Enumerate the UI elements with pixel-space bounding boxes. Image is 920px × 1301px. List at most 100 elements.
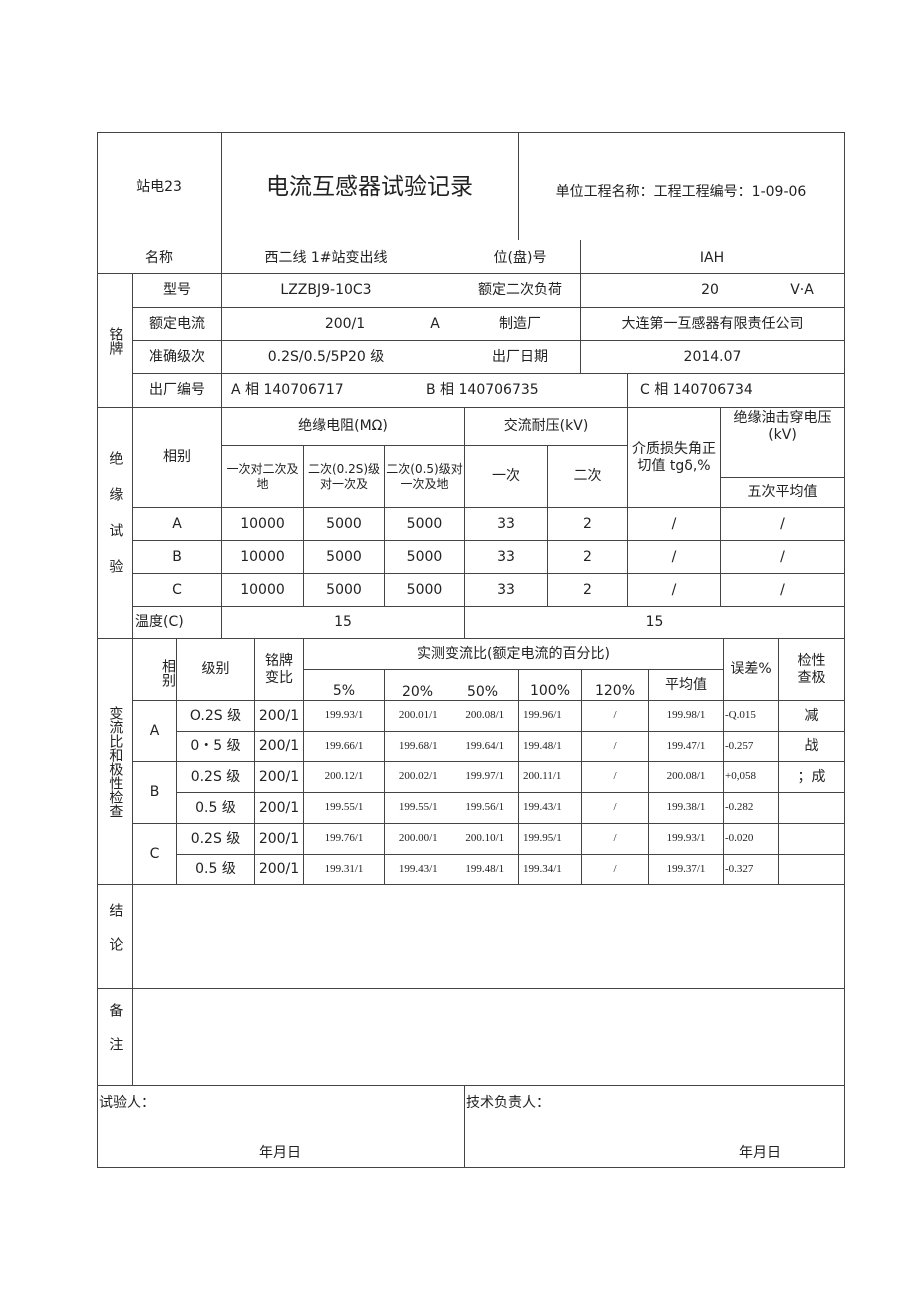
ratio-section-label: 变流比和极性检查 xyxy=(97,638,133,885)
class-label: 准确级次 xyxy=(132,340,222,374)
remarks-field[interactable] xyxy=(132,988,845,1086)
insulation-r2-cell: 5000 xyxy=(303,540,385,574)
ratio-20-50-cell: 199.68/1 199.64/1 xyxy=(384,731,519,762)
ratio-nameplate-cell: 200/1 xyxy=(254,700,304,732)
maker-value: 大连第一互感器有限责任公司 xyxy=(580,307,845,341)
measured-header: 实测变流比(额定电流的百分比) xyxy=(417,645,610,662)
ratio-avg-cell: 199.38/1 xyxy=(648,792,724,824)
ratio-100pct-cell: 200.11/1 xyxy=(518,761,582,793)
ratio-5pct-cell: 199.93/1 xyxy=(303,700,385,732)
burden-label: 额定二次负荷 xyxy=(478,282,562,299)
ratio-nameplate-cell: 200/1 xyxy=(254,854,304,885)
withstand-header: 交流耐压(kV) xyxy=(464,407,628,446)
p50-header: 50% xyxy=(466,684,499,701)
ratio-50pct-value: 199.97/1 xyxy=(465,770,505,783)
avg-header: 平均值 xyxy=(648,669,724,701)
insulation-r1-cell: 10000 xyxy=(221,507,304,541)
ratio-100pct-cell: 199.48/1 xyxy=(518,731,582,762)
date-value: 2014.07 xyxy=(580,340,845,374)
insulation-oil-cell: / xyxy=(720,573,845,607)
ratio-phase-header: 相别 xyxy=(132,638,177,701)
page-title: 电流互感器试验记录 xyxy=(266,174,473,201)
tester-label: 试验人： xyxy=(99,1094,155,1111)
ratio-50pct-value: 200.10/1 xyxy=(465,832,505,845)
serial-c: C 相 140706734 xyxy=(627,373,845,408)
insulation-w2-cell: 2 xyxy=(547,573,628,607)
polarity-header: 检性查极 xyxy=(778,638,845,701)
ratio-error-cell: -0.020 xyxy=(723,823,779,855)
ratio-polarity-cell: ；成 xyxy=(778,761,845,793)
model-value: LZZBJ9-10C3 xyxy=(280,282,372,299)
current-unit: A xyxy=(430,315,440,332)
current-value: 200/1 xyxy=(324,315,366,332)
ratio-50pct-value: 199.56/1 xyxy=(465,801,505,814)
ratio-nameplate-cell: 200/1 xyxy=(254,761,304,793)
divider xyxy=(580,240,581,274)
nameplate-section-label: 铭牌 xyxy=(97,273,133,408)
tan-header: 介质损失角正切值 tgδ,% xyxy=(627,407,721,508)
position-label: 位(盘)号 xyxy=(493,249,547,266)
current-label: 额定电流 xyxy=(132,307,222,341)
burden-value: 20 xyxy=(701,282,719,299)
ratio-phase-cell: C xyxy=(132,823,177,885)
ratio-100pct-cell: 199.95/1 xyxy=(518,823,582,855)
insulation-phase-cell: B xyxy=(132,540,222,574)
model-label: 型号 xyxy=(132,273,222,308)
remarks-label: 备注 xyxy=(97,988,133,1086)
ratio-120pct-cell: / xyxy=(581,854,649,885)
ratio-nameplate-cell: 200/1 xyxy=(254,823,304,855)
ratio-50pct-value: 200.08/1 xyxy=(465,709,505,722)
burden-unit: V·A xyxy=(790,282,814,299)
tech-signature-cell[interactable] xyxy=(464,1085,845,1168)
ratio-polarity-cell xyxy=(778,792,845,824)
ratio-avg-cell: 199.47/1 xyxy=(648,731,724,762)
insulation-r1-cell: 10000 xyxy=(221,573,304,607)
ratio-error-cell: -Q.015 xyxy=(723,700,779,732)
ratio-error-cell: -0.282 xyxy=(723,792,779,824)
res-col3-header: 二次(0.5)级对一次及地 xyxy=(384,445,465,508)
ratio-5pct-cell: 199.55/1 xyxy=(303,792,385,824)
insulation-w1-cell: 33 xyxy=(464,507,548,541)
ratio-class-cell: 0.5 级 xyxy=(176,854,255,885)
class-value: 0.2S/0.5/5P20 级 xyxy=(267,348,385,365)
ratio-120pct-cell: / xyxy=(581,731,649,762)
phase-header: 相别 xyxy=(132,407,222,508)
res-col2-header: 二次(0.2S)级对一次及 xyxy=(303,445,385,508)
resistance-header: 绝缘电阻(MΩ) xyxy=(221,407,465,446)
insulation-oil-cell: / xyxy=(720,540,845,574)
ratio-polarity-cell: 减 xyxy=(778,700,845,732)
ratio-5pct-cell: 200.12/1 xyxy=(303,761,385,793)
ratio-100pct-cell: 199.43/1 xyxy=(518,792,582,824)
insulation-section-label: 绝缘试验 xyxy=(97,407,133,639)
conclusion-field[interactable] xyxy=(132,884,845,989)
insulation-w2-cell: 2 xyxy=(547,507,628,541)
temp-label: 温度(C) xyxy=(132,606,222,639)
serial-b: B 相 140706735 xyxy=(426,382,539,399)
ratio-5pct-cell: 199.66/1 xyxy=(303,731,385,762)
ratio-class-cell: 0.5 级 xyxy=(176,792,255,824)
ratio-20pct-value: 199.43/1 xyxy=(398,862,438,875)
divider xyxy=(221,132,222,274)
ratio-20pct-value: 200.01/1 xyxy=(398,709,438,722)
serial-label: 出厂编号 xyxy=(132,373,222,408)
insulation-r3-cell: 5000 xyxy=(384,507,465,541)
ratio-5pct-cell: 199.31/1 xyxy=(303,854,385,885)
ratio-20pct-value: 199.68/1 xyxy=(398,739,438,752)
insulation-tan-cell: / xyxy=(627,507,721,541)
res-col1-header: 一次对二次及地 xyxy=(221,445,304,508)
withstand-col1-header: 一次 xyxy=(464,445,548,508)
ratio-avg-cell: 200.08/1 xyxy=(648,761,724,793)
ratio-50pct-value: 199.48/1 xyxy=(465,862,505,875)
ratio-20pct-value: 199.55/1 xyxy=(398,801,438,814)
ratio-polarity-cell xyxy=(778,854,845,885)
insulation-r2-cell: 5000 xyxy=(303,507,385,541)
name-value: 西二线 1#站变出线 xyxy=(264,249,388,266)
ratio-class-cell: 0・5 级 xyxy=(176,731,255,762)
insulation-r3-cell: 5000 xyxy=(384,540,465,574)
p20-header: 20% xyxy=(401,684,434,701)
ratio-nameplate-cell: 200/1 xyxy=(254,731,304,762)
ratio-20-50-cell: 200.01/1 200.08/1 xyxy=(384,700,519,732)
ratio-100pct-cell: 199.96/1 xyxy=(518,700,582,732)
ratio-error-cell: -0.327 xyxy=(723,854,779,885)
ratio-20pct-value: 200.00/1 xyxy=(398,832,438,845)
